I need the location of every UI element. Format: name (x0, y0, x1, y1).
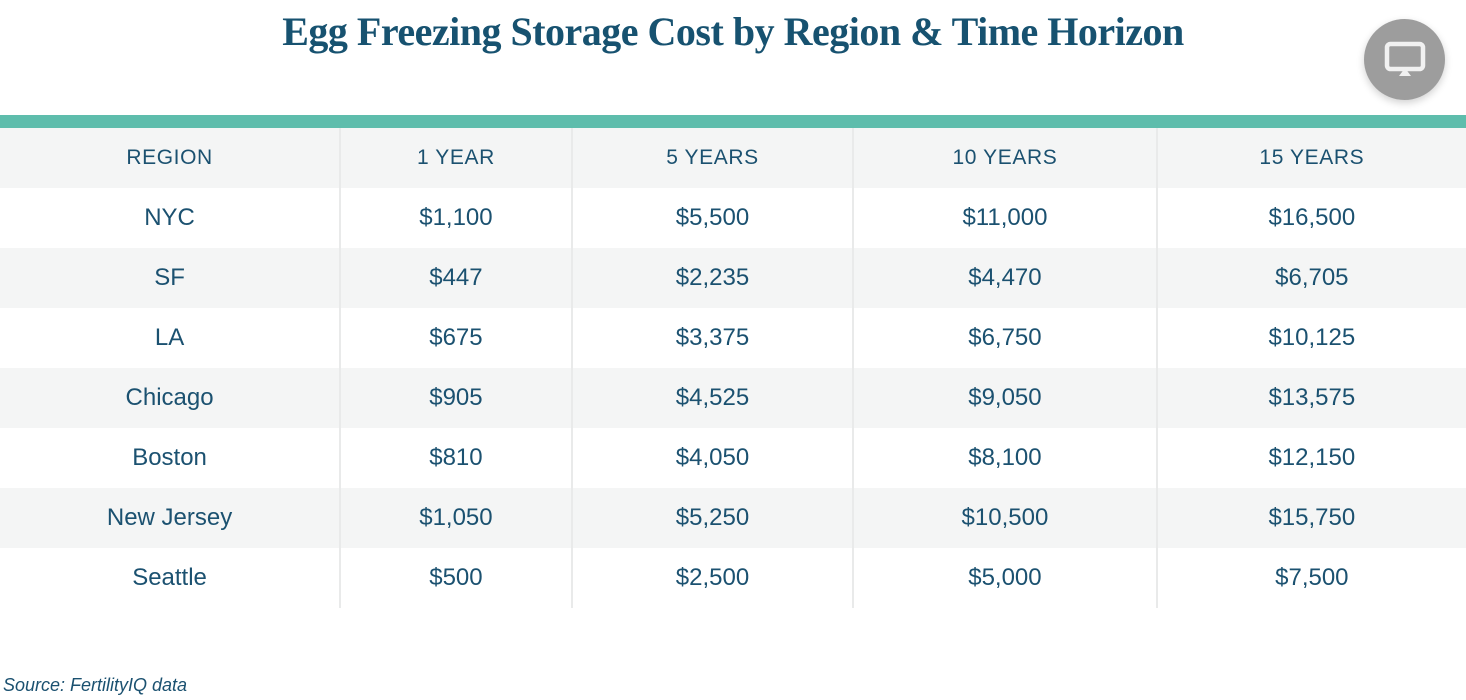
cost-cell: $4,050 (570, 428, 854, 488)
source-note: Source: FertilityIQ data (3, 675, 188, 695)
cost-cell: $10,500 (852, 488, 1157, 548)
cost-cell: $15,750 (1155, 488, 1466, 548)
table-body: NYC $1,100 $5,500 $11,000 $16,500 SF $447 $2,23… (0, 188, 1466, 608)
cost-cell: $13,575 (1155, 368, 1466, 428)
cost-cell: $2,500 (570, 548, 854, 608)
cost-cell: $1,100 (339, 188, 572, 248)
accent-bar (0, 115, 1466, 128)
region-cell: Boston (0, 428, 341, 488)
column-header-1-year: 1 YEAR (339, 128, 572, 188)
cost-cell: $905 (339, 368, 572, 428)
column-header-10-years: 10 YEARS (852, 128, 1157, 188)
cost-cell: $5,000 (852, 548, 1157, 608)
region-cell: SF (0, 248, 341, 308)
table-row-new-jersey: New Jersey $1,050 $5,250 $10,500 $15,750 (0, 488, 1466, 548)
cost-cell: $500 (339, 548, 572, 608)
table-row-la: LA $675 $3,375 $6,750 $10,125 (0, 308, 1466, 368)
page-title: Egg Freezing Storage Cost by Region & Ti… (282, 9, 1184, 54)
region-cell: NYC (0, 188, 341, 248)
cost-cell: $3,375 (570, 308, 854, 368)
cost-cell: $10,125 (1155, 308, 1466, 368)
cost-cell: $675 (339, 308, 572, 368)
view-on-screen-button[interactable] (1364, 19, 1445, 100)
cost-cell: $810 (339, 428, 572, 488)
cost-cell: $447 (339, 248, 572, 308)
table-row-boston: Boston $810 $4,050 $8,100 $12,150 (0, 428, 1466, 488)
region-cell: New Jersey (0, 488, 341, 548)
table-row-seattle: Seattle $500 $2,500 $5,000 $7,500 (0, 548, 1466, 608)
region-cell: Seattle (0, 548, 341, 608)
cost-cell: $11,000 (852, 188, 1157, 248)
cost-cell: $5,250 (570, 488, 854, 548)
cost-cell: $6,705 (1155, 248, 1466, 308)
column-header-15-years: 15 YEARS (1155, 128, 1466, 188)
column-header-5-years: 5 YEARS (570, 128, 854, 188)
cost-cell: $2,235 (570, 248, 854, 308)
table-row-chicago: Chicago $905 $4,525 $9,050 $13,575 (0, 368, 1466, 428)
cost-cell: $9,050 (852, 368, 1157, 428)
cost-cell: $6,750 (852, 308, 1157, 368)
table-row-sf: SF $447 $2,235 $4,470 $6,705 (0, 248, 1466, 308)
cost-cell: $12,150 (1155, 428, 1466, 488)
cost-cell: $8,100 (852, 428, 1157, 488)
header: Egg Freezing Storage Cost by Region & Ti… (0, 0, 1466, 115)
cost-cell: $4,470 (852, 248, 1157, 308)
cost-cell: $7,500 (1155, 548, 1466, 608)
table-header-row: REGION 1 YEAR 5 YEARS 10 YEARS 15 YEARS (0, 128, 1466, 188)
cost-table: REGION 1 YEAR 5 YEARS 10 YEARS 15 YEARS NYC $… (0, 128, 1466, 608)
cost-cell: $5,500 (570, 188, 854, 248)
table-row-nyc: NYC $1,100 $5,500 $11,000 $16,500 (0, 188, 1466, 248)
region-cell: Chicago (0, 368, 341, 428)
region-cell: LA (0, 308, 341, 368)
column-header-region: REGION (0, 128, 341, 188)
monitor-icon (1383, 41, 1427, 79)
cost-cell: $4,525 (570, 368, 854, 428)
cost-cell: $1,050 (339, 488, 572, 548)
cost-cell: $16,500 (1155, 188, 1466, 248)
